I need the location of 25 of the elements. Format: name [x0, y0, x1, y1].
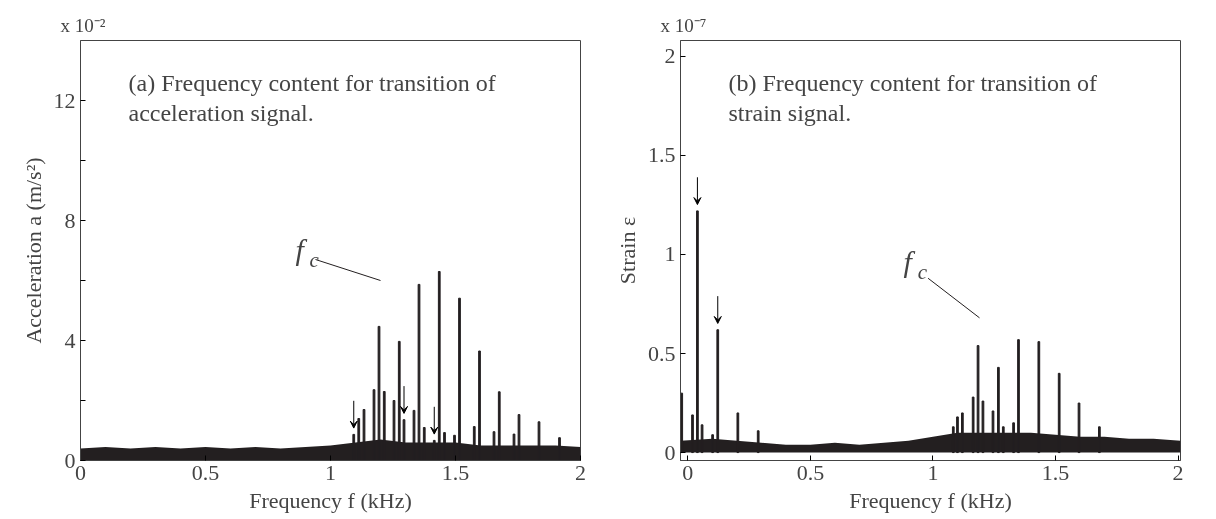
x-tick-label: 1.5 — [441, 459, 470, 485]
x-axis-title: Frequency f (kHz) — [849, 487, 1012, 513]
text: (a) Frequency content for transition of acceleration signal. — [128, 69, 496, 126]
x-axis-title: Frequency f (kHz) — [249, 487, 412, 513]
text: (b) Frequency content for transition of strain signal. — [728, 69, 1098, 126]
x-tick-label: 1 — [325, 459, 336, 485]
y-tick-label: 1.5 — [648, 142, 676, 168]
y-tick-label: 12 — [53, 87, 76, 113]
y-axis-title: Acceleration a (m/s²) — [20, 157, 46, 344]
text: x 10⁻² — [60, 14, 106, 36]
y-axis-title: Strain ε — [615, 216, 640, 285]
x-tick-label: 0.5 — [191, 459, 220, 485]
y-tick-label: 8 — [64, 207, 76, 233]
x-tick-label: 1.5 — [1041, 459, 1070, 485]
x-tick-label: 2 — [575, 459, 586, 485]
x-tick-label: 2 — [1172, 459, 1184, 485]
x-tick-label: 0 — [682, 459, 694, 485]
y-tick-label: 0.5 — [648, 340, 676, 366]
y-tick-label: 2 — [664, 43, 676, 69]
y-tick-label: 1 — [664, 241, 676, 267]
text: x 10⁻⁷ — [660, 14, 707, 36]
x-tick-label: 0.5 — [796, 459, 825, 485]
x-tick-label: 1 — [927, 459, 939, 485]
y-tick-label: 0 — [664, 439, 676, 465]
y-tick-label: 4 — [64, 327, 76, 353]
